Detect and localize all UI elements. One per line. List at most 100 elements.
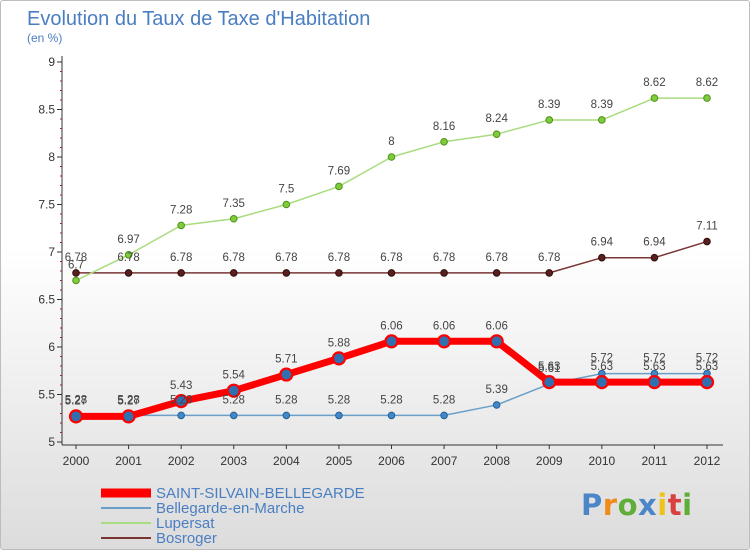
legend: SAINT-SILVAIN-BELLEGARDEBellegarde-en-Ma… (101, 485, 365, 547)
data-point (177, 411, 185, 420)
data-label: 5.72 (591, 353, 613, 365)
data-label: 6.78 (485, 252, 507, 264)
data-point (542, 375, 557, 390)
x-tick-label: 2001 (115, 454, 142, 468)
data-point (598, 116, 606, 124)
data-point (177, 221, 185, 230)
x-tick-label: 2007 (431, 454, 458, 468)
logo-letter: i (682, 488, 693, 522)
data-label: 5.39 (485, 384, 507, 396)
data-label: 8.62 (643, 77, 665, 89)
data-label: 6.78 (380, 252, 402, 264)
data-label: 6.06 (380, 320, 402, 332)
legend-item: Bosroger (101, 530, 217, 547)
data-label: 8 (388, 136, 394, 148)
data-point (226, 383, 241, 398)
legend-item: SAINT-SILVAIN-BELLEGARDE (101, 485, 365, 502)
x-tick-label: 2009 (536, 454, 563, 468)
y-tick-label: 5 (48, 435, 55, 449)
data-label: 6.78 (275, 252, 297, 264)
logo-letter: x (638, 488, 658, 522)
data-label: 7.28 (170, 204, 192, 216)
data-label: 5.63 (643, 361, 665, 373)
y-tick-label: 8 (48, 150, 55, 164)
data-point (489, 334, 504, 349)
series-3 (72, 94, 711, 285)
legend-label: Lupersat (156, 515, 215, 532)
data-label: 5.63 (696, 361, 718, 373)
data-label: 8.62 (696, 77, 718, 89)
x-tick-label: 2011 (642, 454, 668, 468)
data-point (72, 269, 80, 277)
chart-title: Evolution du Taux de Taxe d'Habitation (27, 8, 370, 30)
x-tick-label: 2005 (326, 454, 353, 468)
data-point (492, 401, 501, 409)
data-point (282, 200, 291, 209)
data-point (387, 153, 396, 161)
data-point (703, 237, 711, 246)
x-tick-label: 2002 (168, 454, 195, 468)
data-label: 6.7 (68, 260, 84, 272)
data-point (68, 409, 84, 424)
data-label: 5.28 (170, 394, 192, 406)
data-point (594, 375, 609, 390)
legend-item: Lupersat (101, 515, 215, 532)
data-label: 6.78 (433, 252, 455, 264)
data-label: 6.78 (170, 252, 192, 264)
data-point (335, 182, 343, 191)
data-label: 6.94 (643, 237, 666, 249)
legend-label: SAINT-SILVAIN-BELLEGARDE (156, 485, 365, 502)
data-label: 5.72 (643, 353, 665, 365)
data-label: 5.28 (223, 394, 245, 406)
legend-label: Bellegarde-en-Marche (156, 500, 304, 517)
logo-letter: i (657, 488, 668, 522)
data-point (440, 138, 448, 146)
y-tick-label: 6.5 (38, 293, 55, 307)
data-point (282, 269, 291, 277)
data-label: 5.28 (275, 394, 297, 406)
data-point (335, 411, 343, 420)
data-point (650, 253, 659, 262)
data-label: 6.78 (117, 252, 139, 264)
data-point (545, 269, 554, 277)
data-label: 8.16 (433, 121, 455, 133)
data-point (387, 411, 396, 420)
data-point (440, 411, 448, 420)
data-label: 6.78 (65, 252, 87, 264)
data-label: 6.06 (485, 320, 507, 332)
y-tick-label: 7 (48, 245, 55, 259)
data-point (384, 334, 399, 349)
data-label: 5.72 (696, 353, 718, 365)
data-point (647, 375, 662, 390)
y-tick-label: 8.5 (38, 103, 55, 117)
data-point (387, 269, 396, 277)
data-label: 5.28 (328, 394, 350, 406)
data-label: 8.39 (591, 99, 613, 111)
data-point (229, 214, 238, 223)
data-point (699, 375, 715, 390)
data-label: 6.06 (433, 320, 455, 332)
data-point (650, 94, 659, 102)
data-point (492, 269, 501, 277)
legend-label: Bosroger (156, 530, 217, 547)
x-tick-label: 2004 (273, 454, 300, 468)
data-label: 6.94 (591, 237, 614, 249)
x-tick-label: 2006 (378, 454, 405, 468)
data-label: 7.35 (223, 198, 245, 210)
logo-letter: r (602, 488, 618, 522)
data-point (229, 411, 238, 420)
x-tick-label: 2008 (483, 454, 510, 468)
data-point (229, 269, 238, 277)
logo-letter: t (667, 488, 683, 522)
chart-subtitle: (en %) (27, 31, 62, 45)
data-point (492, 130, 501, 138)
data-label: 5.71 (275, 354, 297, 366)
logo-letter: o (617, 488, 639, 522)
data-point (279, 367, 294, 382)
data-label: 5.27 (65, 395, 87, 407)
data-point (436, 334, 452, 349)
y-tick-label: 5.5 (38, 388, 55, 402)
data-point (331, 351, 347, 366)
y-tick-label: 7.5 (38, 198, 55, 212)
